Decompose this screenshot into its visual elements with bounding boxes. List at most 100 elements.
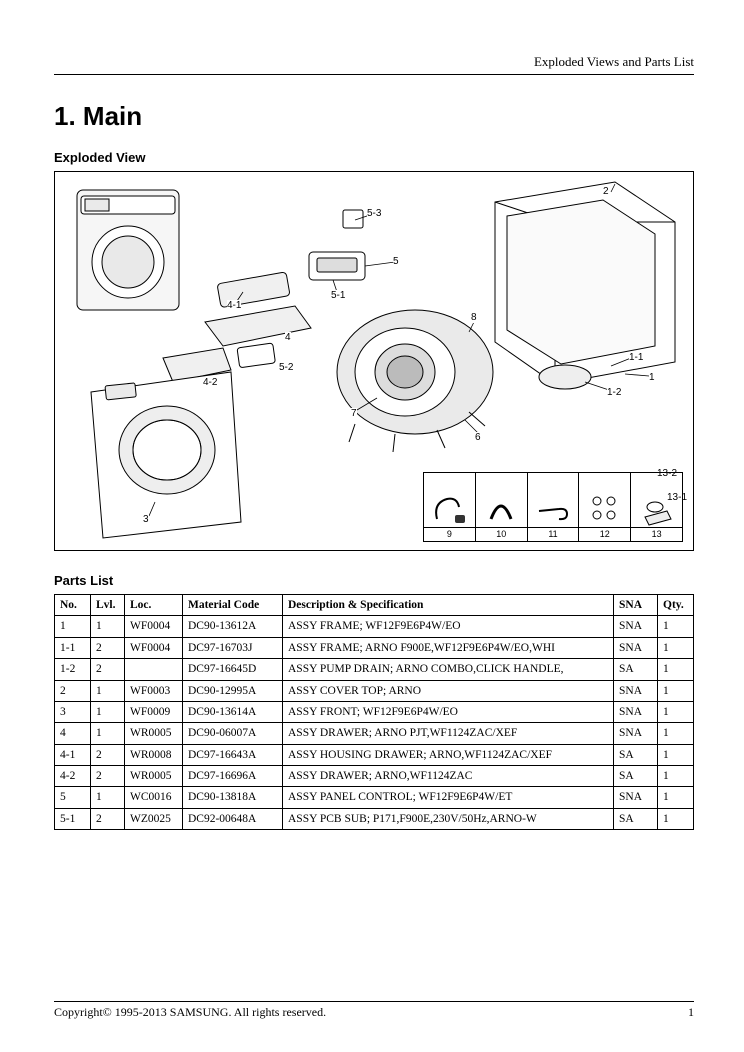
table-row: 51WC0016DC90-13818AASSY PANEL CONTROL; W…	[55, 787, 694, 808]
accessory-10: 10	[476, 473, 528, 541]
diagram-callout: 5-2	[279, 362, 293, 373]
exploded-view-diagram: 25-355-14-145-24-281-111-276313-213-1 9 …	[54, 171, 694, 551]
table-cell: SNA	[614, 637, 658, 658]
table-cell: SNA	[614, 723, 658, 744]
page-number: 1	[688, 1005, 694, 1020]
table-cell: SNA	[614, 680, 658, 701]
col-sna: SNA	[614, 595, 658, 616]
table-cell: DC97-16645D	[183, 659, 283, 680]
table-cell: SA	[614, 766, 658, 787]
table-cell: 1	[658, 808, 694, 829]
table-cell: DC90-13614A	[183, 701, 283, 722]
accessory-11: 11	[528, 473, 580, 541]
table-cell: 5	[55, 787, 91, 808]
diagram-callout: 2	[603, 186, 609, 197]
table-cell: 2	[91, 766, 125, 787]
header-right: Exploded Views and Parts List	[54, 54, 694, 70]
table-cell: 1-1	[55, 637, 91, 658]
table-cell: DC90-13818A	[183, 787, 283, 808]
table-cell: ASSY FRAME; WF12F9E6P4W/EO	[283, 616, 614, 637]
table-cell: SA	[614, 659, 658, 680]
accessory-9: 9	[424, 473, 476, 541]
table-cell: 1	[658, 680, 694, 701]
table-row: 11WF0004DC90-13612AASSY FRAME; WF12F9E6P…	[55, 616, 694, 637]
table-cell: SA	[614, 808, 658, 829]
diagram-callout: 1	[649, 372, 655, 383]
table-cell: 1	[658, 637, 694, 658]
diagram-callout: 4-1	[227, 300, 241, 311]
table-row: 4-12WR0008DC97-16643AASSY HOUSING DRAWER…	[55, 744, 694, 765]
section-title: 1. Main	[54, 101, 694, 132]
exploded-view-heading: Exploded View	[54, 150, 694, 165]
table-cell: DC97-16696A	[183, 766, 283, 787]
col-desc: Description & Specification	[283, 595, 614, 616]
diagram-callout: 4	[285, 332, 291, 343]
diagram-callout: 4-2	[203, 377, 217, 388]
col-mat: Material Code	[183, 595, 283, 616]
table-row: 41WR0005DC90-06007AASSY DRAWER; ARNO PJT…	[55, 723, 694, 744]
col-no: No.	[55, 595, 91, 616]
table-cell: WR0005	[125, 766, 183, 787]
table-cell: ASSY COVER TOP; ARNO	[283, 680, 614, 701]
copyright: Copyright© 1995-2013 SAMSUNG. All rights…	[54, 1005, 326, 1020]
table-cell: ASSY FRONT; WF12F9E6P4W/EO	[283, 701, 614, 722]
table-cell: 1	[658, 723, 694, 744]
diagram-callout: 1-1	[629, 352, 643, 363]
table-cell: 1	[91, 723, 125, 744]
parts-table: No. Lvl. Loc. Material Code Description …	[54, 594, 694, 830]
diagram-callout: 5-3	[367, 208, 381, 219]
table-row: 1-12WF0004DC97-16703JASSY FRAME; ARNO F9…	[55, 637, 694, 658]
table-row: 4-22WR0005DC97-16696AASSY DRAWER; ARNO,W…	[55, 766, 694, 787]
accessory-box: 9 10 11 12 13	[423, 472, 683, 542]
parts-list-heading: Parts List	[54, 573, 694, 588]
table-cell: 4	[55, 723, 91, 744]
table-cell: 1	[91, 701, 125, 722]
table-cell: DC90-06007A	[183, 723, 283, 744]
table-cell: WR0005	[125, 723, 183, 744]
accessory-13: 13	[631, 473, 682, 541]
table-row: 31WF0009DC90-13614AASSY FRONT; WF12F9E6P…	[55, 701, 694, 722]
table-cell: 1	[658, 766, 694, 787]
table-cell: WF0003	[125, 680, 183, 701]
table-cell: SA	[614, 744, 658, 765]
accessory-12: 12	[579, 473, 631, 541]
table-cell: ASSY PANEL CONTROL; WF12F9E6P4W/ET	[283, 787, 614, 808]
table-cell: WF0004	[125, 637, 183, 658]
table-cell: 5-1	[55, 808, 91, 829]
col-loc: Loc.	[125, 595, 183, 616]
table-cell: 1-2	[55, 659, 91, 680]
table-cell: 2	[91, 637, 125, 658]
table-cell: DC90-13612A	[183, 616, 283, 637]
table-cell: SNA	[614, 701, 658, 722]
table-row: 1-22DC97-16645DASSY PUMP DRAIN; ARNO COM…	[55, 659, 694, 680]
diagram-callout: 5	[393, 256, 399, 267]
col-qty: Qty.	[658, 595, 694, 616]
table-cell: 1	[91, 680, 125, 701]
table-cell: 2	[91, 744, 125, 765]
table-cell: 1	[91, 787, 125, 808]
table-row: 5-12WZ0025DC92-00648AASSY PCB SUB; P171,…	[55, 808, 694, 829]
table-cell: 1	[658, 701, 694, 722]
diagram-callout: 8	[471, 312, 477, 323]
col-lvl: Lvl.	[91, 595, 125, 616]
table-cell: 4-2	[55, 766, 91, 787]
footer-rule	[54, 1001, 694, 1002]
accessory-num: 12	[579, 527, 630, 539]
diagram-callout: 5-1	[331, 290, 345, 301]
table-cell: WF0004	[125, 616, 183, 637]
table-cell: 1	[658, 659, 694, 680]
accessory-num: 9	[424, 527, 475, 539]
table-cell: WR0008	[125, 744, 183, 765]
table-cell: WZ0025	[125, 808, 183, 829]
table-cell: SNA	[614, 616, 658, 637]
rule-top	[54, 74, 694, 75]
footer: Copyright© 1995-2013 SAMSUNG. All rights…	[54, 1001, 694, 1020]
table-cell: ASSY PCB SUB; P171,F900E,230V/50Hz,ARNO-…	[283, 808, 614, 829]
table-cell: ASSY DRAWER; ARNO PJT,WF1124ZAC/XEF	[283, 723, 614, 744]
table-cell: DC92-00648A	[183, 808, 283, 829]
table-cell: 2	[91, 808, 125, 829]
table-cell: 1	[658, 744, 694, 765]
accessory-num: 11	[528, 527, 579, 539]
table-cell: ASSY DRAWER; ARNO,WF1124ZAC	[283, 766, 614, 787]
table-cell: 3	[55, 701, 91, 722]
